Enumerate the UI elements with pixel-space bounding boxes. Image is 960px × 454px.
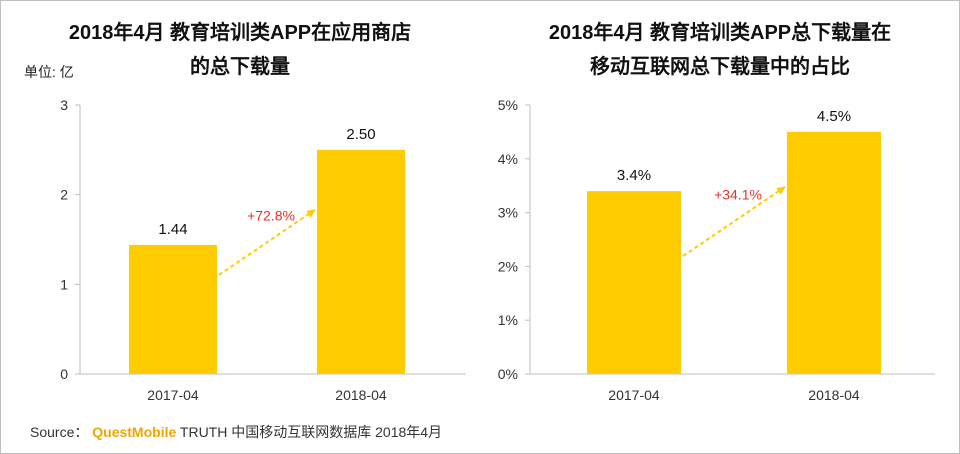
- left-bar-2018-04: [317, 149, 405, 374]
- right-y-tick-label: 2%: [498, 258, 518, 274]
- left-growth-label: +72.8%: [247, 207, 295, 223]
- left-y-tick-label: 0: [60, 366, 68, 382]
- left-chart-title: 2018年4月 教育培训类APP在应用商店 的总下载量: [40, 16, 440, 84]
- left-title-line-2: 的总下载量: [190, 56, 290, 78]
- left-y-tick-label: 1: [60, 276, 68, 292]
- left-y-tick-label: 2: [60, 187, 68, 203]
- right-bar-2017-04: [587, 191, 681, 374]
- right-y-tick-label: 0%: [498, 366, 518, 382]
- source-note: Source： QuestMobile TRUTH 中国移动互联网数据库 201…: [30, 422, 442, 442]
- right-value-label: 3.4%: [617, 167, 651, 184]
- left-bar-chart: 0 1 2 3 1.44 2017-04 2.50 2018-04 +72.8%: [60, 97, 466, 403]
- left-bar-2017-04: [129, 244, 217, 374]
- right-growth-label: +34.1%: [714, 186, 762, 202]
- right-title-line-1: 2018年4月 教育培训类APP总下载量在: [548, 22, 892, 44]
- questmobile-brand: QuestMobile: [92, 424, 177, 440]
- left-x-tick-label: 2017-04: [147, 387, 199, 403]
- left-value-label: 1.44: [158, 221, 187, 238]
- left-value-label: 2.50: [346, 126, 375, 143]
- right-bar-2018-04: [787, 131, 881, 374]
- right-value-label: 4.5%: [817, 108, 851, 125]
- right-y-tick-label: 4%: [498, 151, 518, 167]
- left-x-tick-label: 2018-04: [335, 387, 387, 403]
- source-text: TRUTH 中国移动互联网数据库 2018年4月: [179, 424, 443, 440]
- source-prefix: Source：: [30, 424, 89, 440]
- left-unit-label: 单位: 亿: [24, 64, 74, 80]
- right-x-tick-label: 2018-04: [808, 387, 860, 403]
- right-title-line-2: 移动互联网总下载量中的占比: [590, 56, 850, 78]
- left-growth-arrow: [218, 209, 316, 276]
- right-bar-chart: 0% 1% 2% 3% 4% 5% 3.4% 2017-04 4.5% 2018-04 +34.1%: [498, 97, 935, 403]
- right-x-tick-label: 2017-04: [608, 387, 660, 403]
- right-chart-title: 2018年4月 教育培训类APP总下载量在 移动互联网总下载量中的占比: [500, 16, 940, 84]
- left-title-line-1: 2018年4月 教育培训类APP在应用商店: [68, 22, 412, 44]
- right-y-tick-label: 5%: [498, 97, 518, 113]
- right-y-tick-label: 3%: [498, 205, 518, 221]
- left-y-tick-label: 3: [60, 97, 68, 113]
- right-y-tick-label: 1%: [498, 312, 518, 328]
